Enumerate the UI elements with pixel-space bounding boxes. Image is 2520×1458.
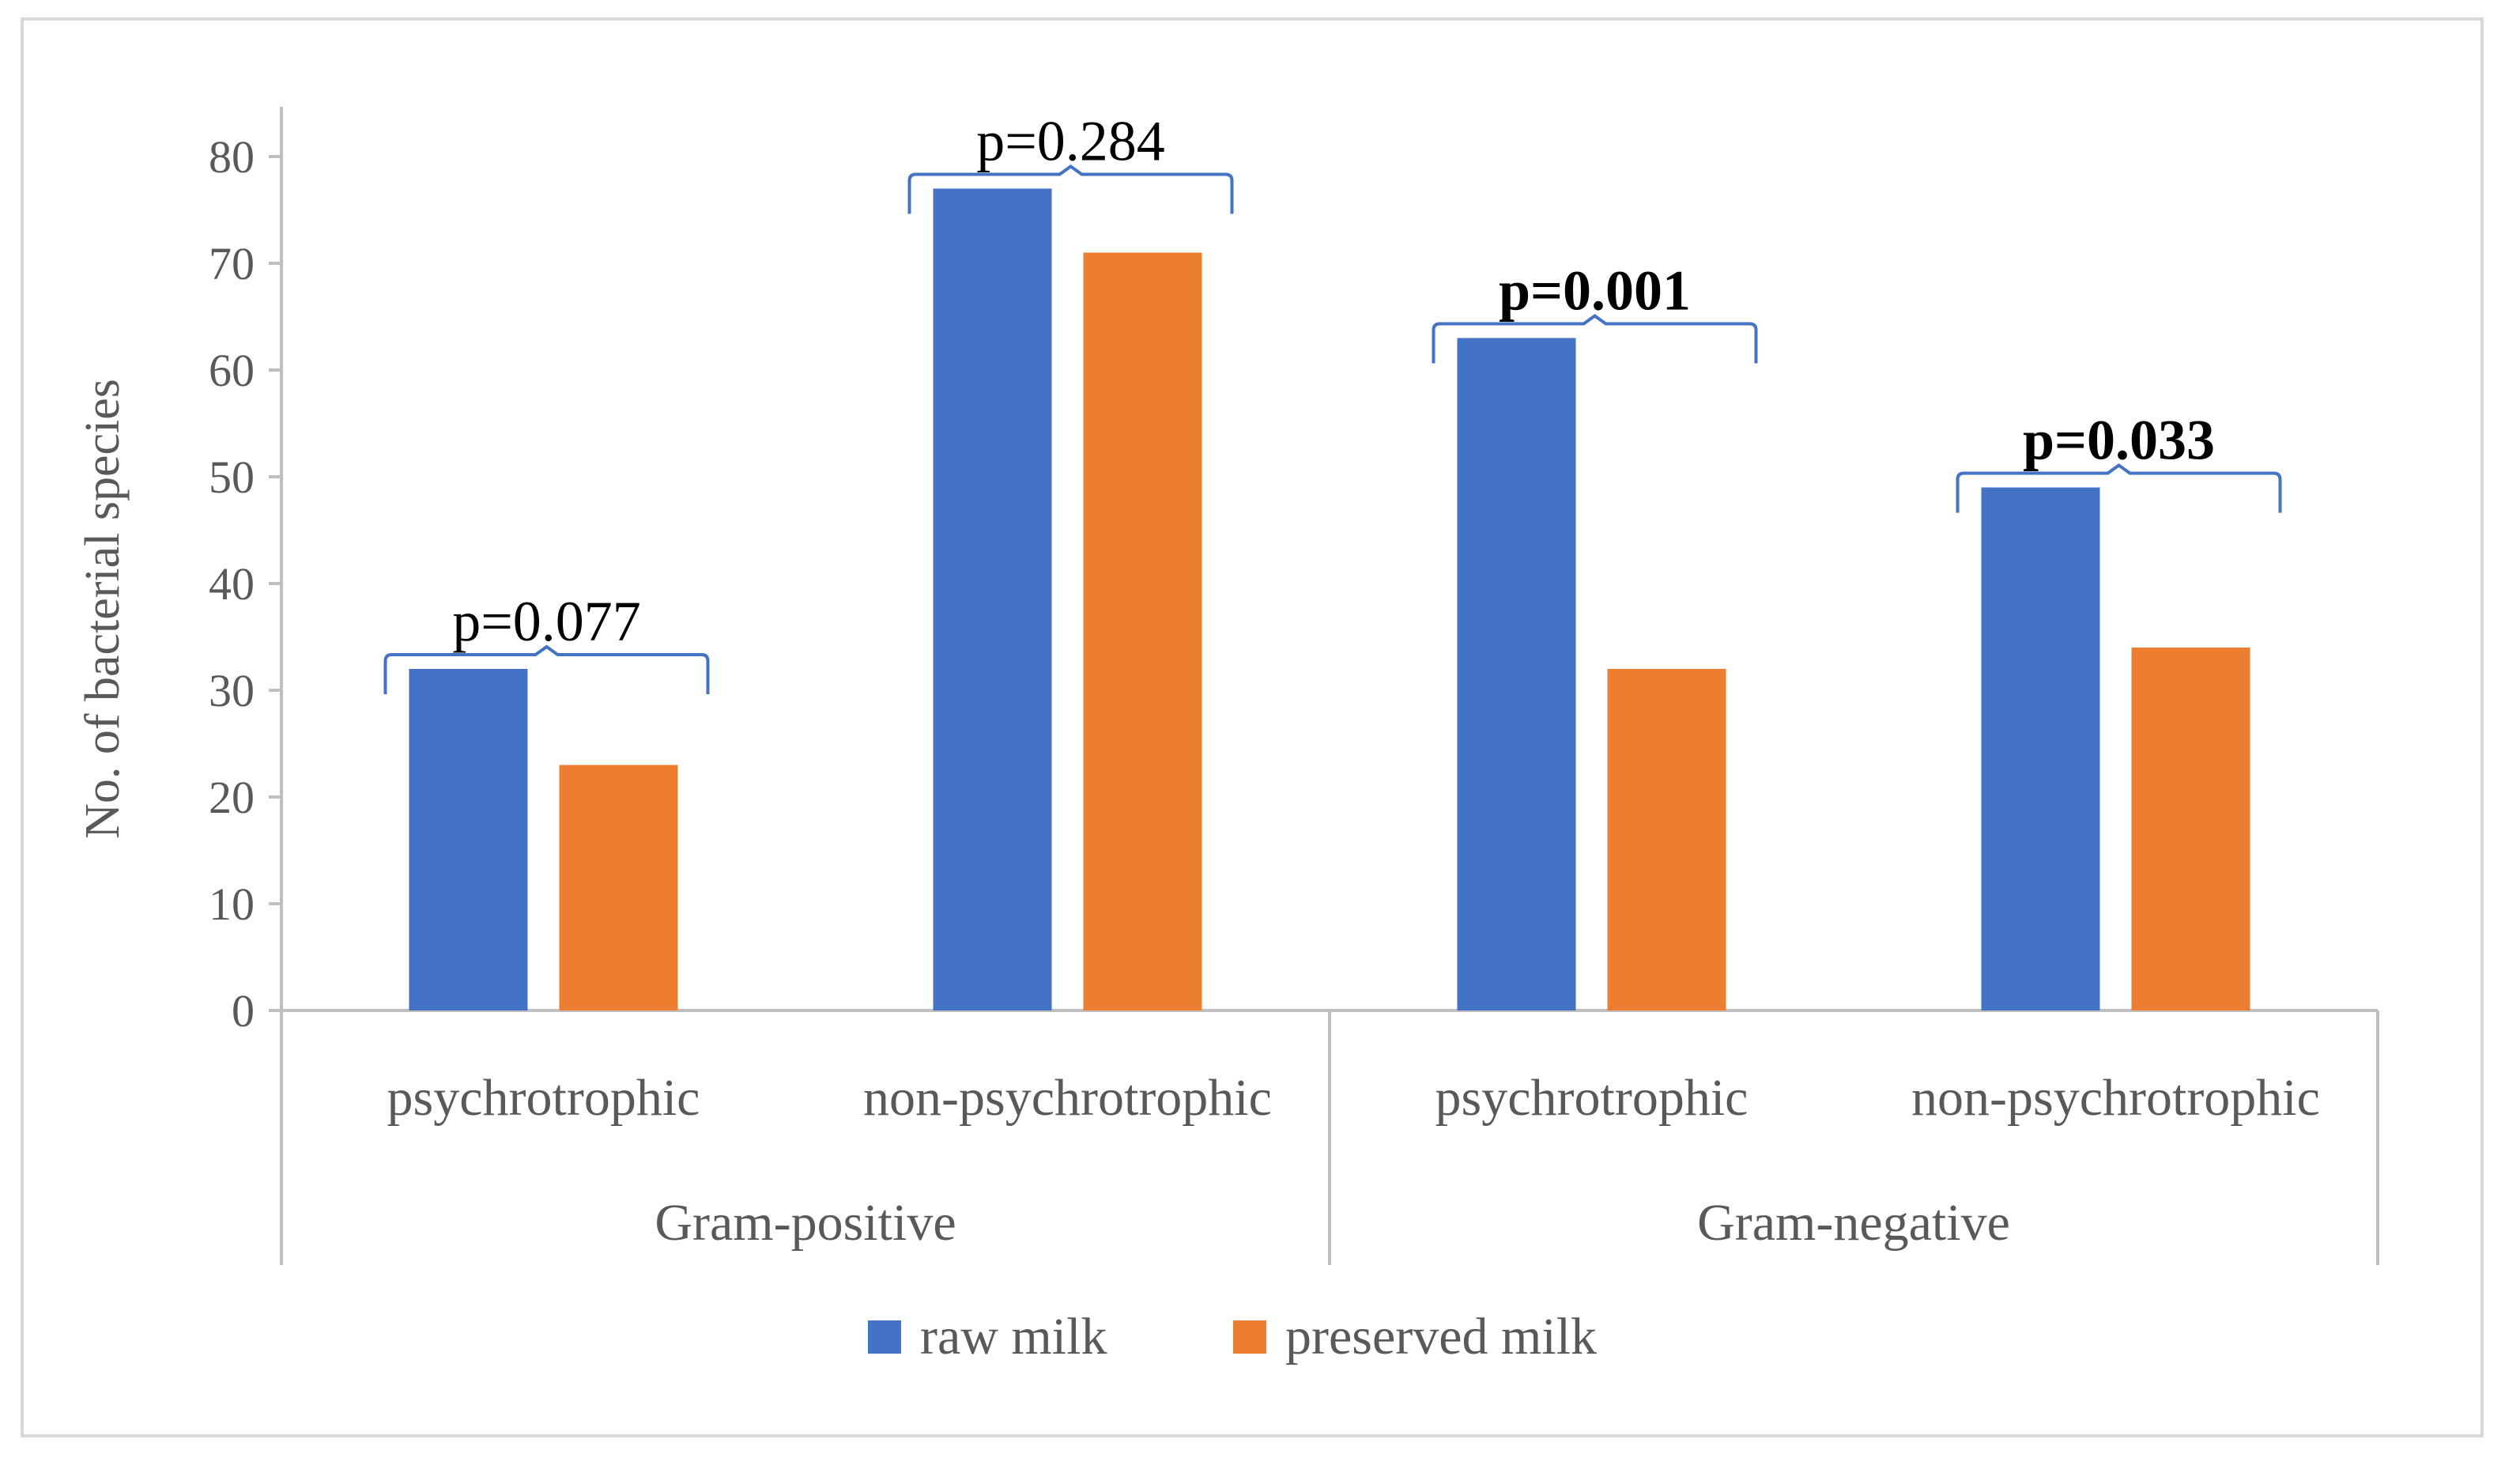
p-value-label: p=0.284 [976, 110, 1165, 173]
bar-preserved-milk-1 [1083, 252, 1202, 1010]
y-tick-label: 70 [209, 238, 255, 289]
significance-bracket [383, 644, 710, 694]
y-tick-label: 30 [209, 665, 255, 716]
p-value-label: p=0.001 [1499, 259, 1691, 323]
significance-bracket [1432, 314, 1758, 364]
y-tick-label: 10 [209, 878, 255, 930]
legend: raw milk preserved milk [868, 1308, 1597, 1365]
bar-preserved-milk-3 [2131, 648, 2250, 1010]
y-tick-label: 40 [209, 558, 255, 610]
significance-annotations: p=0.077 p=0.284 p=0.001 p=0.033 [383, 110, 2282, 694]
legend-label: preserved milk [1285, 1308, 1597, 1365]
bar-raw-milk-3 [1981, 487, 2100, 1010]
y-tick-label: 80 [209, 131, 255, 183]
bar-preserved-milk-0 [559, 765, 678, 1010]
legend-swatch [1233, 1320, 1266, 1354]
y-tick-label: 50 [209, 451, 255, 503]
y-tick-label: 20 [209, 772, 255, 823]
bar-raw-milk-2 [1457, 338, 1576, 1010]
x-group-label: Gram-negative [1697, 1194, 2010, 1252]
legend-label: raw milk [920, 1308, 1107, 1365]
x-category-label: non-psychrotrophic [1911, 1069, 2320, 1127]
bar-raw-milk-0 [409, 669, 528, 1010]
bars [409, 188, 2250, 1010]
bar-preserved-milk-2 [1607, 669, 1726, 1010]
axis-lines [280, 1009, 2379, 1265]
x-axis: psychrotrophic non-psychrotrophic psychrot… [387, 1069, 2320, 1252]
x-category-label: psychrotrophic [387, 1069, 700, 1127]
bar-raw-milk-1 [933, 188, 1052, 1010]
x-category-label: psychrotrophic [1435, 1069, 1749, 1127]
significance-bracket [907, 164, 1234, 214]
y-tick-label: 60 [209, 345, 255, 396]
legend-swatch [868, 1320, 901, 1354]
p-value-label: p=0.077 [452, 590, 641, 653]
x-category-label: non-psychrotrophic [863, 1069, 1272, 1127]
y-axis: 0 10 20 30 40 50 60 70 80 [209, 107, 283, 1037]
x-group-label: Gram-positive [655, 1194, 956, 1252]
y-axis-title: No. of bacterial species [76, 379, 130, 839]
y-tick-label: 0 [232, 985, 255, 1037]
p-value-label: p=0.033 [2023, 409, 2215, 472]
significance-bracket [1956, 463, 2282, 513]
